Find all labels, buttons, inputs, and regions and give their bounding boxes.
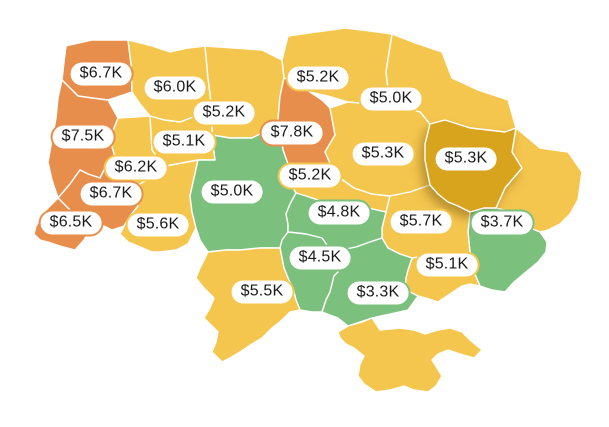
- value-label-chernihiv: $5.2K: [285, 64, 351, 92]
- value-label-kharkiv: $5.3K: [433, 145, 499, 173]
- value-label-volyn: $6.7K: [68, 60, 134, 88]
- value-label-kyiv: $7.8K: [259, 119, 325, 147]
- value-label-kirovohrad: $4.8K: [306, 199, 372, 227]
- value-label-sumy: $5.0K: [358, 85, 424, 113]
- value-label-odesa: $5.5K: [229, 278, 295, 306]
- value-label-donetsk: $3.7K: [469, 209, 535, 237]
- value-label-ivano-frankivsk: $6.7K: [78, 180, 144, 208]
- value-label-mykolaiv: $4.5K: [287, 244, 353, 272]
- value-label-zakarpattia: $6.5K: [38, 209, 104, 237]
- value-label-lviv: $7.5K: [50, 123, 116, 151]
- value-label-cherkasy: $5.2K: [277, 162, 343, 190]
- value-label-chernivtsi: $5.6K: [125, 211, 191, 239]
- value-label-poltava: $5.3K: [350, 140, 416, 168]
- value-label-dnipropetrovsk: $5.7K: [388, 208, 454, 236]
- value-label-kherson: $3.3K: [345, 279, 411, 307]
- region-crimea[interactable]: [337, 317, 483, 393]
- value-label-zhytomyr: $5.2K: [191, 99, 257, 127]
- value-label-khmelnytskyi: $5.1K: [151, 128, 217, 156]
- value-label-rivne: $6.0K: [142, 74, 208, 102]
- value-label-vinnytsia: $5.0K: [199, 178, 265, 206]
- value-label-zaporizhzhia: $5.1K: [414, 251, 480, 279]
- value-label-ternopil: $6.2K: [103, 154, 169, 182]
